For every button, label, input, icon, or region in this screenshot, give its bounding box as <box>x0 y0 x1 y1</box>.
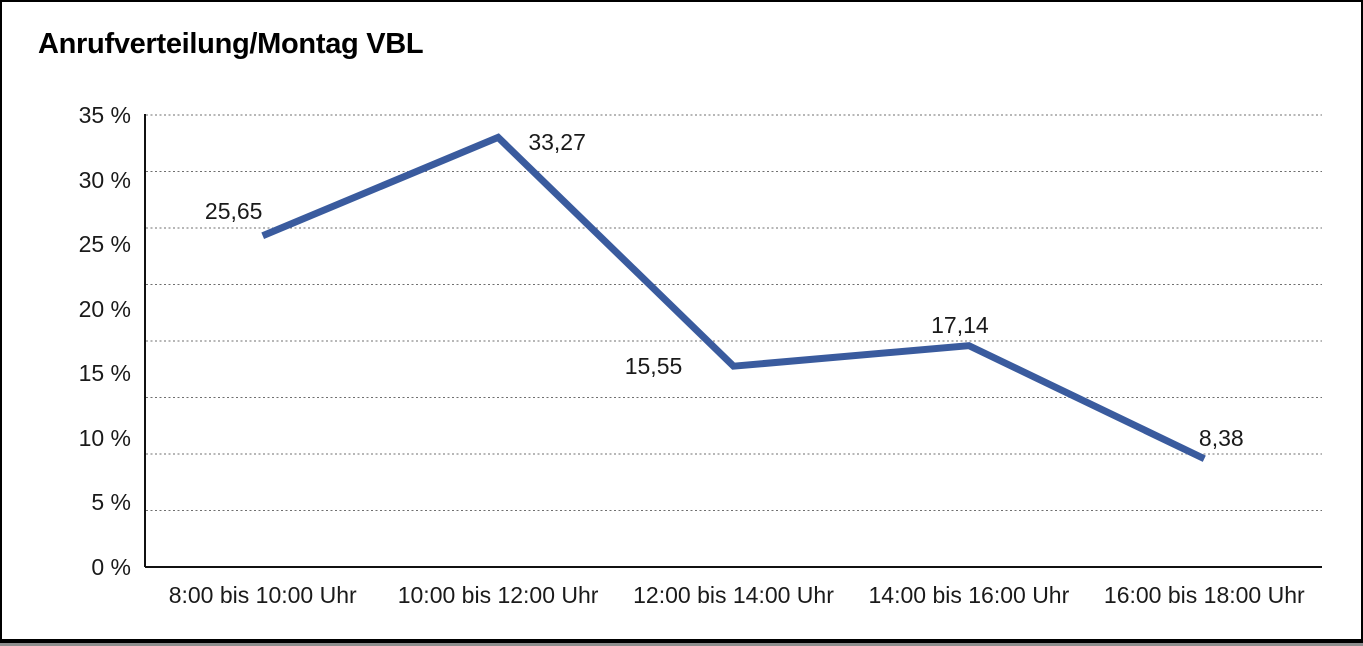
data-point-label: 15,55 <box>624 353 683 380</box>
x-category-label: 12:00 bis 14:00 Uhr <box>633 582 834 608</box>
y-tick-label: 25 % <box>78 231 131 258</box>
window-frame-bottom-border <box>0 639 1363 643</box>
y-tick-label: 20 % <box>78 295 131 322</box>
data-point-label: 17,14 <box>931 311 989 338</box>
y-tick-label: 10 % <box>78 424 131 451</box>
data-point-label: 25,65 <box>204 197 263 224</box>
x-category-label: 10:00 bis 12:00 Uhr <box>397 582 599 608</box>
data-series-line <box>261 133 1206 462</box>
y-tick-label: 0 % <box>91 554 131 580</box>
window-frame-bottom-shadow <box>0 643 1363 646</box>
y-tick-label: 5 % <box>91 489 131 516</box>
data-point-label: 8,38 <box>1198 424 1244 451</box>
x-category-label: 16:00 bis 18:00 Uhr <box>1103 582 1305 608</box>
y-tick-label: 30 % <box>78 166 131 193</box>
chart-title: Anrufverteilung/Montag VBL <box>38 28 424 60</box>
y-tick-label: 15 % <box>78 360 131 387</box>
y-tick-label: 35 % <box>78 102 131 128</box>
data-point-label: 33,27 <box>528 129 586 156</box>
x-category-label: 14:00 bis 16:00 Uhr <box>868 582 1070 608</box>
x-category-label: 8:00 bis 10:00 Uhr <box>168 582 357 608</box>
